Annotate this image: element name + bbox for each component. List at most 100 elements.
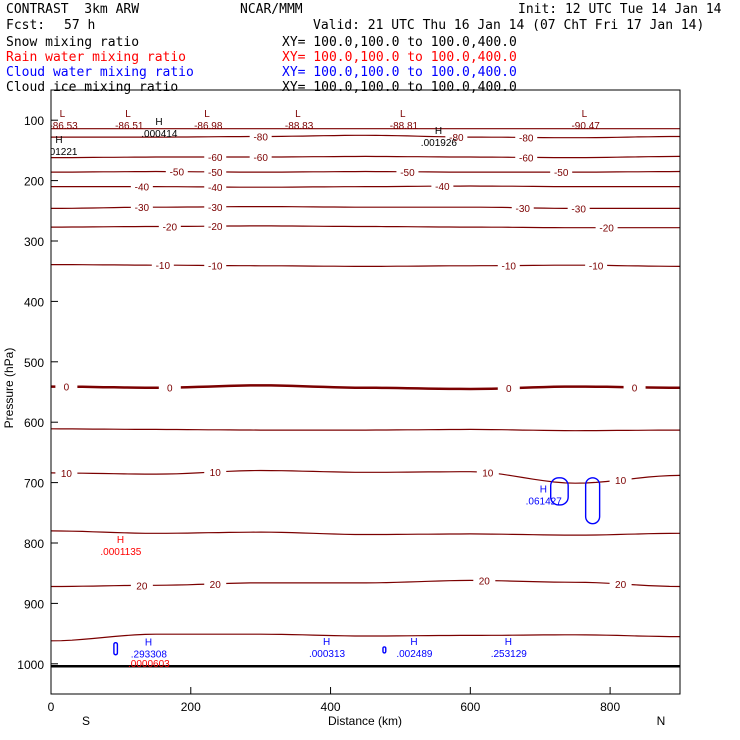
contour-label-bg xyxy=(550,166,573,179)
contour-label-bg xyxy=(204,465,227,478)
model-title: CONTRAST 3km ARW xyxy=(6,2,140,17)
y-tick-label: 1000 xyxy=(17,658,44,672)
contour-label: -80 xyxy=(253,133,268,144)
contour-label-bg xyxy=(609,474,632,487)
contour-label: -80 xyxy=(449,133,464,144)
contour-label: -20 xyxy=(163,222,178,233)
extremum-marker: H xyxy=(410,637,417,648)
extremum-marker: L xyxy=(582,109,588,120)
contour-label: -50 xyxy=(208,168,223,179)
extremum-marker: L xyxy=(60,109,66,120)
contour-label-bg xyxy=(158,220,181,233)
temperature-contour xyxy=(51,579,680,588)
contour-label-bg xyxy=(567,202,590,215)
contour-label: 10 xyxy=(482,469,494,480)
field-snow-name: Snow mixing ratio xyxy=(6,35,140,50)
field-cloud-water-xy: XY= 100.0,100.0 to 100.0,400.0 xyxy=(282,65,517,80)
x-axis-label: Distance (km) xyxy=(328,714,402,728)
forecast-hours: 57 h xyxy=(64,18,96,33)
extremum-value: .000414 xyxy=(141,129,178,140)
plot-frame xyxy=(50,89,681,695)
extremum-value: .253129 xyxy=(491,649,528,660)
y-tick-label: 600 xyxy=(24,416,44,430)
contour-label: 20 xyxy=(615,580,627,591)
extremum-marker: H xyxy=(55,135,62,146)
contour-label: -80 xyxy=(519,133,534,144)
contour-label: 10 xyxy=(61,469,73,480)
extremum-value: .293308 xyxy=(131,650,168,661)
cloud-water-contour xyxy=(550,477,569,506)
temperature-contour xyxy=(51,469,680,484)
contour-label: -20 xyxy=(599,224,614,235)
contour-label: 10 xyxy=(210,468,222,479)
extremum-value: .061427 xyxy=(526,497,563,508)
contour-label-bg xyxy=(204,220,227,233)
contour-label-bg xyxy=(249,151,272,164)
contour-label: -50 xyxy=(400,168,415,179)
contour-label: 0 xyxy=(632,383,638,394)
contour-label: -30 xyxy=(516,204,531,215)
contour-label-bg xyxy=(476,466,499,479)
contour-label: -20 xyxy=(208,222,223,233)
y-tick-label: 800 xyxy=(24,537,44,551)
y-tick-label: 300 xyxy=(24,235,44,249)
forecast-label: Fcst: xyxy=(6,18,46,33)
extremum-marker: H xyxy=(117,535,124,546)
contour-label-bg xyxy=(55,380,78,393)
contour-label-bg xyxy=(130,579,153,592)
temperature-contour xyxy=(51,155,680,159)
extremum-marker: L xyxy=(125,109,131,120)
temperature-contour xyxy=(51,530,680,536)
contour-label: -10 xyxy=(589,261,604,272)
y-tick-label: 400 xyxy=(24,295,44,309)
extremum-value: -86.51 xyxy=(115,121,144,132)
contour-label-bg xyxy=(585,259,608,272)
extremum-value: -86.98 xyxy=(194,121,223,132)
temperature-contour xyxy=(51,225,680,229)
org-label: NCAR/MMM xyxy=(240,2,303,17)
contour-label-bg xyxy=(515,131,538,144)
contour-label: -50 xyxy=(554,168,569,179)
field-cloud-ice-name: Cloud ice mixing ratio xyxy=(6,80,179,95)
y-tick-label: 200 xyxy=(24,175,44,189)
valid-time: Valid: 21 UTC Thu 16 Jan 14 (07 ChT Fri … xyxy=(313,18,705,33)
contour-group: -80 -80 -80 -60 -60 -60 -50 -50 -50 -50 -40 -40 -40 -… xyxy=(49,109,680,670)
contour-label: -40 xyxy=(208,183,223,194)
x-end-label-start: S xyxy=(82,714,90,728)
contour-label: 0 xyxy=(506,384,512,395)
contour-label-bg xyxy=(497,259,520,272)
extremum-value: .002489 xyxy=(396,649,433,660)
extremum-value: .001926 xyxy=(421,138,458,149)
temperature-contour xyxy=(51,633,680,642)
extremum-marker: H xyxy=(145,638,152,649)
contour-label-bg xyxy=(623,381,646,394)
contour-label: 0 xyxy=(167,384,173,395)
y-tick-label: 700 xyxy=(24,477,44,491)
extremum-marker: H xyxy=(540,485,547,496)
contour-label-bg xyxy=(130,180,153,193)
x-tick-label: 0 xyxy=(48,700,55,714)
extremum-marker: H xyxy=(155,117,162,128)
y-tick-label: 900 xyxy=(24,597,44,611)
extremum-value: -88.81 xyxy=(390,121,419,132)
contour-label-bg xyxy=(204,259,227,272)
contour-label-bg xyxy=(445,131,468,144)
x-end-label-end: N xyxy=(657,714,666,728)
contour-label-bg xyxy=(396,165,419,178)
field-rain-xy: XY= 100.0,100.0 to 100.0,400.0 xyxy=(282,50,517,65)
contour-label-bg xyxy=(130,201,153,214)
extremum-marker: L xyxy=(204,109,210,120)
field-rain-name: Rain water mixing ratio xyxy=(6,50,187,65)
contour-label: -10 xyxy=(502,262,517,273)
contour-label-bg xyxy=(431,180,454,193)
contour-label-bg xyxy=(55,467,78,480)
contour-label: -50 xyxy=(170,168,185,179)
extremum-marker: H xyxy=(323,637,330,648)
extremum-marker: L xyxy=(295,109,301,120)
contour-label-bg xyxy=(609,577,632,590)
contour-label: -30 xyxy=(571,204,586,215)
temperature-contour xyxy=(51,170,680,173)
x-tick-label: 200 xyxy=(181,700,201,714)
extremum-value: -86.53 xyxy=(49,121,78,132)
